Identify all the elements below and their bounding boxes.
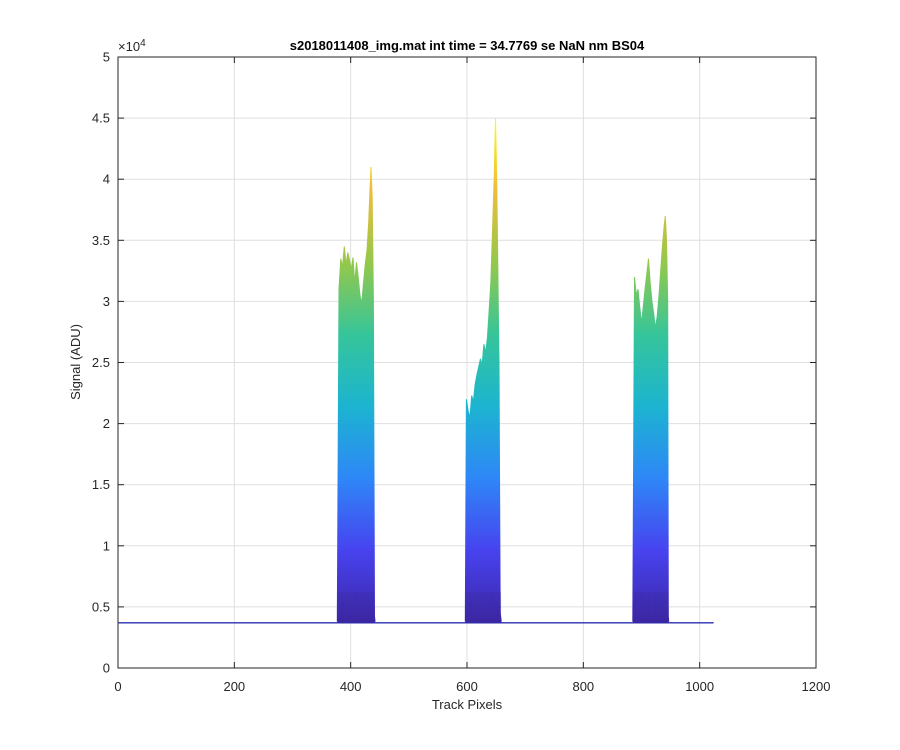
y-tick-label: 4 [103, 172, 110, 187]
y-tick-label: 0 [103, 661, 110, 676]
y-tick-label: 5 [103, 50, 110, 65]
peak-3-edge [632, 215, 670, 622]
x-ticks: 0 200 400 600 800 1000 1200 [114, 57, 830, 694]
y-tick-label: 3.5 [92, 233, 110, 248]
x-tick-label: 200 [223, 679, 245, 694]
y-exponent-power: 4 [140, 38, 146, 49]
y-tick-label: 1.5 [92, 477, 110, 492]
x-tick-label: 1000 [685, 679, 714, 694]
peak-1-fill [337, 167, 376, 623]
y-axis-label: Signal (ADU) [68, 324, 83, 400]
y-exponent-base: ×10 [118, 39, 140, 54]
peak-2-edge [464, 118, 502, 622]
peak-1-edge [336, 166, 376, 622]
peak-3-fill [632, 215, 669, 623]
y-tick-label: 2.5 [92, 355, 110, 370]
y-tick-label: 4.5 [92, 111, 110, 126]
x-tick-label: 600 [456, 679, 478, 694]
x-tick-label: 400 [340, 679, 362, 694]
y-tick-label: 3 [103, 294, 110, 309]
x-tick-label: 1200 [802, 679, 831, 694]
x-tick-label: 800 [572, 679, 594, 694]
y-tick-label: 0.5 [92, 599, 110, 614]
y-grid [118, 117, 816, 608]
x-axis-label: Track Pixels [432, 697, 503, 712]
y-exponent-label: ×104 [118, 38, 146, 54]
x-tick-label: 0 [114, 679, 121, 694]
y-tick-label: 2 [103, 416, 110, 431]
chart-title: s2018011408_img.mat int time = 34.7769 s… [290, 38, 645, 53]
data-layer [118, 118, 714, 624]
y-tick-label: 1 [103, 538, 110, 553]
y-ticks: 0 0.5 1 1.5 2 2.5 3 3.5 4 4.5 5 [92, 50, 816, 676]
